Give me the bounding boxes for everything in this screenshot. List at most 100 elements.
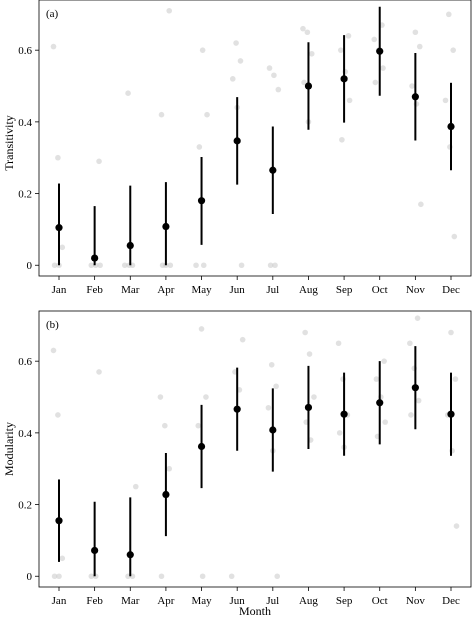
panel-a-raw-point <box>271 72 277 79</box>
panel-b-raw-point <box>306 351 313 357</box>
panel-b-raw-point <box>415 397 422 404</box>
panel-b-mean-point <box>269 426 277 434</box>
panel-a-x-tick-label: Mar <box>121 284 140 296</box>
panel-b-x-tick-label: Nov <box>406 595 425 607</box>
panel-b-x-tick-label: Jun <box>230 595 246 607</box>
panel-b-raw-point <box>273 383 279 390</box>
panel-b-raw-point <box>203 394 209 400</box>
panel-a-raw-point <box>337 47 344 53</box>
panel-a-raw-point <box>166 7 173 14</box>
panel-a-mean-point <box>376 47 384 55</box>
panel-a-raw-point <box>275 86 282 93</box>
panel-a-x-tick-label: Aug <box>299 284 318 296</box>
panel-a-raw-point <box>158 111 165 118</box>
panel-a-x-ticks: Jan Feb Mar Apr May Jun Jul Aug Sep Oct Nov Dec <box>52 276 460 296</box>
panel-b-raw-point <box>265 404 272 411</box>
panel-a-x-tick-label: Sep <box>336 284 353 296</box>
panel-a-raw-point <box>446 11 452 18</box>
panel-b-mean-point <box>376 399 384 407</box>
panel-a-raw-points <box>50 7 458 269</box>
panel-b-raw-point <box>55 412 61 418</box>
panel-b-x-tick-label: Mar <box>121 595 140 607</box>
panel-a-y-tick-label: 0.6 <box>18 45 32 57</box>
panel-a-raw-point <box>199 47 206 53</box>
panel-a-raw-point <box>380 65 386 71</box>
panel-a-raw-point <box>55 154 61 161</box>
panel-b-frame <box>38 310 472 588</box>
panel-a-x-tick-label: Jun <box>230 284 246 296</box>
panel-b-x-tick-label: Oct <box>372 595 388 607</box>
panel-b-mean-point <box>162 490 170 499</box>
panel-a-mean-point <box>447 122 455 131</box>
panel-b-raw-point <box>166 465 173 472</box>
panel-a-y-tick-label: 0 <box>27 260 33 272</box>
panel-a-frame <box>38 0 472 277</box>
panel-b-y-tick-label: 0.2 <box>18 500 32 512</box>
panel-b-xlabel: Month <box>239 604 271 618</box>
panel-b-x-tick-label: Dec <box>442 595 460 607</box>
panel-a-raw-point <box>50 43 57 50</box>
panel-b-mean-point <box>340 410 348 418</box>
panel-b-raw-point <box>373 376 380 382</box>
panel-a-raw-point <box>304 29 311 36</box>
panel-b-raw-point <box>59 555 66 562</box>
panel-a-raw-point <box>266 65 273 71</box>
panel-a-raw-point <box>51 262 58 269</box>
panel-b-raw-point <box>51 573 58 580</box>
panel-a-x-tick-label: Jan <box>52 284 67 296</box>
panel-b-raw-point <box>414 315 421 321</box>
panel-b-mean-point <box>411 384 419 392</box>
panel-a-x-tick-label: May <box>191 284 212 296</box>
panel-a-x-tick-label: Nov <box>406 284 425 296</box>
panel-a-raw-point <box>339 136 345 143</box>
panel-a-raw-point <box>167 262 174 269</box>
panel-a-raw-point <box>451 233 458 240</box>
panel-a-raw-point <box>200 262 207 269</box>
panel-b-raw-point <box>382 419 389 425</box>
panel-a-mean-point <box>162 222 170 231</box>
panel-b-ylabel: Modularity <box>2 422 16 476</box>
panel-b-raw-point <box>132 483 139 490</box>
panel-b-raw-point <box>336 430 343 436</box>
panel-b-raw-point <box>157 394 164 400</box>
panel-a-raw-point <box>233 40 239 46</box>
panel-b-mean-point <box>304 403 313 412</box>
panel-a-y-ticks: 0 0.2 0.4 0.6 <box>18 45 39 272</box>
panel-b-raw-point <box>407 340 413 347</box>
panel-a-raw-point <box>59 244 66 251</box>
panel-a-raw-point <box>442 97 449 104</box>
panel-b-error-bars <box>58 346 452 577</box>
panel-b-x-tick-label: Feb <box>86 595 103 607</box>
panel-a-raw-point <box>301 79 307 86</box>
panel-a-ylabel: Transitivity <box>2 115 16 171</box>
panel-a-raw-point <box>229 76 236 82</box>
panel-b-mean-point <box>126 551 134 559</box>
panel-b-y-tick-label: 0 <box>27 571 33 583</box>
panel-a-raw-point <box>196 144 203 150</box>
panel-b-x-tick-label: Sep <box>336 595 353 607</box>
panel-a-x-tick-label: Oct <box>372 284 388 296</box>
panel-b-mean-point <box>91 546 99 555</box>
panel-b-mean-point <box>447 410 455 418</box>
panel-b-x-tick-label: Jul <box>266 595 279 607</box>
panel-b-raw-point <box>199 573 206 580</box>
panel-a-error-bars <box>58 6 452 266</box>
panel-b-x-tick-label: May <box>191 595 212 607</box>
panel-b-raw-points <box>50 315 460 580</box>
panel-b-raw-point <box>311 394 317 400</box>
panel-a-raw-point <box>88 262 95 269</box>
panel-a-raw-point <box>372 79 379 86</box>
panel-b-label: (b) <box>46 319 59 331</box>
panel-a-raw-point <box>159 262 166 269</box>
panel-a-raw-point <box>371 36 378 43</box>
panel-a-x-tick-label: Dec <box>442 284 460 296</box>
panel-a-raw-point <box>267 262 274 269</box>
panel-b-raw-point <box>408 412 414 418</box>
panel-b-raw-point <box>302 329 308 336</box>
panel-a-raw-point <box>409 83 415 89</box>
panel-a-raw-point <box>418 201 424 208</box>
panel-b-mean-point <box>233 405 241 413</box>
panel-b-raw-point <box>453 523 460 529</box>
panel-b-mean-point <box>55 517 63 525</box>
panel-b-raw-point <box>56 573 62 580</box>
